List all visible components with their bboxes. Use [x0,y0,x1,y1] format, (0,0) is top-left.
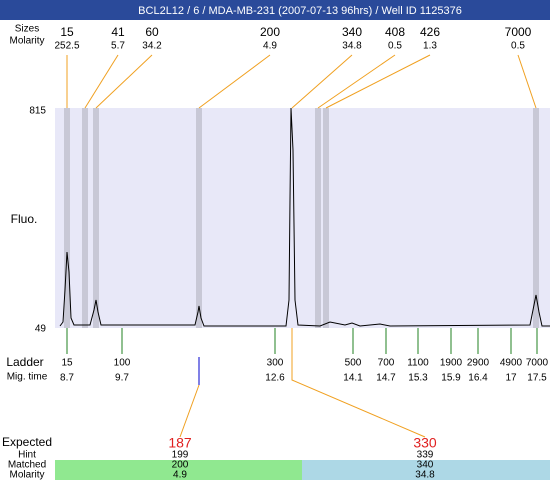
header-title: BCL2L12 / 6 / MDA-MB-231 (2007-07-13 96h… [138,5,462,17]
ladder-size: 300 [267,358,284,369]
ladder-mig-time: 17.5 [527,373,547,384]
matched-bg [302,460,550,480]
y-label: Fluo. [11,212,38,226]
peaks-label: Molarity [9,36,44,47]
matched-value: 340 [417,460,434,471]
ladder-size: 4900 [500,358,523,369]
peak-molarity: 0.5 [388,41,402,52]
hint-value: 339 [417,450,434,461]
peak-size: 15 [60,25,74,39]
y-max: 815 [29,106,46,117]
peak-size: 60 [145,25,159,39]
ladder-size: 2900 [467,358,490,369]
trace [59,107,550,327]
peak-molarity: 5.7 [111,41,125,52]
peak-molarity: 4.9 [263,41,277,52]
peak-size: 340 [342,25,362,39]
peak-size: 408 [385,25,405,39]
peak-molarity: 252.5 [54,41,79,52]
ladder-mig-time: 15.3 [408,373,428,384]
molarity-value: 4.9 [173,470,187,480]
expected-value: 187 [168,435,192,451]
ladder-size: 700 [378,358,395,369]
ladder-label: Mig. time [7,372,48,383]
ladder-size: 500 [345,358,362,369]
ladder-label: Ladder [6,355,43,369]
peaks-label: Sizes [15,24,39,35]
peak-molarity: 34.8 [342,41,362,52]
hint-value: 199 [172,450,189,461]
expected-label: Expected [2,435,52,449]
peak-bands [64,108,539,328]
y-min: 49 [35,324,47,335]
peak-molarity: 0.5 [511,41,525,52]
expected-value: 330 [413,435,437,451]
ladder-mig-time: 9.7 [115,373,129,384]
ladder-mig-time: 16.4 [468,373,488,384]
peak-molarity: 34.2 [142,41,162,52]
expected-label: Matched [8,460,46,471]
ladder-mig-time: 17 [505,373,517,384]
ladder-mig-time: 14.1 [343,373,363,384]
ladder-mig-time: 14.7 [376,373,396,384]
ladder-size: 1100 [407,358,429,369]
peak-size: 41 [111,25,125,39]
peak-size: 426 [420,25,440,39]
header-bar [0,0,550,20]
peak-molarity: 1.3 [423,41,437,52]
expected-label: Hint [18,450,36,461]
peak-size: 200 [260,25,280,39]
ladder-mig-time: 15.9 [441,373,461,384]
ladder-size: 100 [114,358,131,369]
peak-connectors [66,54,537,438]
ladder-mig-time: 8.7 [60,373,74,384]
matched-bg [55,460,302,480]
ladder-size: 15 [61,358,73,369]
ladder-mig-time: 12.6 [265,373,285,384]
plot-area [55,108,550,328]
ladder-size: 1900 [440,358,463,369]
matched-value: 200 [172,460,189,471]
ladder-size: 7000 [526,358,549,369]
peak-size: 7000 [505,25,532,39]
molarity-value: 34.8 [415,470,435,480]
expected-label: Molarity [9,470,44,480]
